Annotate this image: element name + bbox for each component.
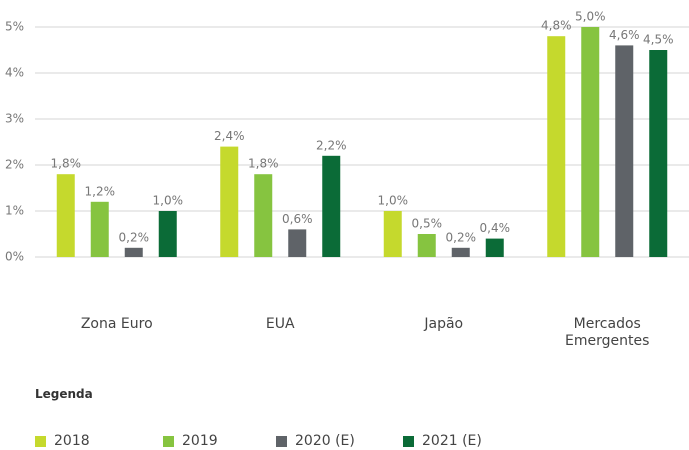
y-tick-label: 0% bbox=[5, 250, 24, 264]
data-label: 1,8% bbox=[248, 157, 279, 171]
data-label: 1,2% bbox=[85, 184, 116, 198]
data-label: 5,0% bbox=[575, 10, 606, 24]
data-label: 0,4% bbox=[480, 221, 511, 235]
bar bbox=[547, 36, 566, 258]
bar bbox=[451, 247, 470, 257]
data-label: 1,0% bbox=[153, 194, 184, 208]
bar bbox=[383, 211, 402, 257]
bar bbox=[322, 155, 341, 257]
legend-item: 2021 (E) bbox=[403, 433, 482, 449]
x-tick-label: Zona Euro bbox=[80, 316, 153, 332]
x-tick-label: EUA bbox=[265, 316, 295, 332]
legend-label: 2018 bbox=[54, 433, 90, 449]
legend-swatch bbox=[276, 435, 287, 447]
legend-swatch bbox=[163, 435, 174, 447]
y-tick-label: 4% bbox=[5, 66, 24, 80]
legend-item: 2019 bbox=[163, 433, 218, 449]
legend-item: 2018 bbox=[35, 433, 90, 449]
legend-title: Legenda bbox=[35, 387, 93, 401]
bar bbox=[220, 146, 239, 257]
bar bbox=[124, 247, 143, 257]
data-label: 0,5% bbox=[412, 217, 443, 231]
bar bbox=[158, 211, 177, 257]
data-label: 4,8% bbox=[541, 19, 572, 33]
data-label: 1,0% bbox=[378, 194, 409, 208]
bar bbox=[581, 27, 600, 257]
data-label: 4,5% bbox=[643, 33, 674, 47]
bar bbox=[649, 50, 668, 257]
data-label: 0,2% bbox=[119, 230, 150, 244]
legend-label: 2021 (E) bbox=[422, 433, 482, 449]
legend-item: 2020 (E) bbox=[276, 433, 355, 449]
data-label: 4,6% bbox=[609, 28, 640, 42]
data-label: 2,2% bbox=[316, 138, 347, 152]
bar bbox=[615, 45, 634, 258]
y-tick-label: 2% bbox=[5, 158, 24, 172]
bar bbox=[288, 229, 307, 257]
legend-label: 2019 bbox=[182, 433, 218, 449]
bar bbox=[417, 234, 436, 257]
bar bbox=[90, 201, 109, 257]
data-label: 1,8% bbox=[51, 157, 82, 171]
y-tick-label: 1% bbox=[5, 204, 24, 218]
bar bbox=[56, 174, 75, 257]
data-label: 0,6% bbox=[282, 212, 313, 226]
bar bbox=[485, 238, 504, 257]
bar bbox=[254, 174, 273, 257]
x-tick-label: Japão bbox=[424, 316, 464, 332]
legend-label: 2020 (E) bbox=[295, 433, 355, 449]
legend-swatch bbox=[35, 435, 46, 447]
data-label: 0,2% bbox=[446, 230, 477, 244]
x-tick-label: Mercados Emergentes bbox=[565, 316, 650, 349]
y-tick-label: 5% bbox=[5, 20, 24, 34]
legend-swatch bbox=[403, 435, 414, 447]
y-tick-label: 3% bbox=[5, 112, 24, 126]
data-label: 2,4% bbox=[214, 129, 245, 143]
